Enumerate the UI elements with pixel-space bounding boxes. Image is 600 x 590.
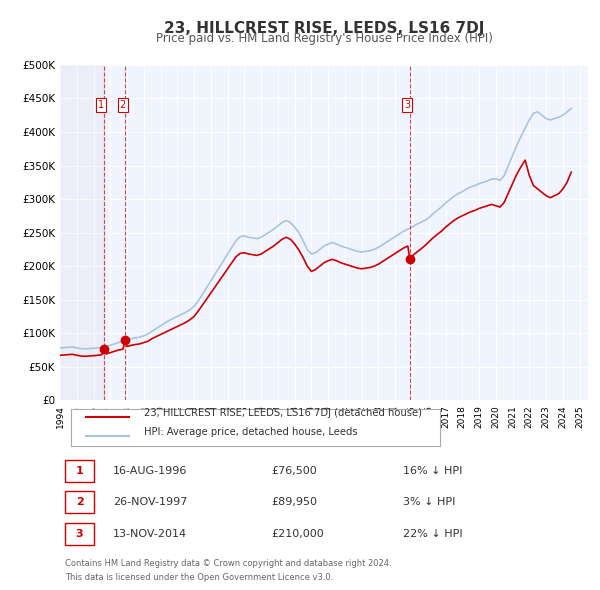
Text: Contains HM Land Registry data © Crown copyright and database right 2024.: Contains HM Land Registry data © Crown c… bbox=[65, 559, 392, 568]
Text: 22% ↓ HPI: 22% ↓ HPI bbox=[403, 529, 463, 539]
Text: 16% ↓ HPI: 16% ↓ HPI bbox=[403, 466, 463, 476]
Bar bbox=[60, 65, 104, 400]
Text: HPI: Average price, detached house, Leeds: HPI: Average price, detached house, Leed… bbox=[145, 427, 358, 437]
Text: 3: 3 bbox=[404, 100, 410, 110]
Text: This data is licensed under the Open Government Licence v3.0.: This data is licensed under the Open Gov… bbox=[65, 573, 334, 582]
Text: 1: 1 bbox=[76, 466, 83, 476]
FancyBboxPatch shape bbox=[65, 460, 94, 482]
Text: Price paid vs. HM Land Registry's House Price Index (HPI): Price paid vs. HM Land Registry's House … bbox=[155, 32, 493, 45]
Text: £210,000: £210,000 bbox=[271, 529, 324, 539]
Text: 23, HILLCREST RISE, LEEDS, LS16 7DJ: 23, HILLCREST RISE, LEEDS, LS16 7DJ bbox=[164, 21, 484, 35]
FancyBboxPatch shape bbox=[65, 491, 94, 513]
Text: £76,500: £76,500 bbox=[271, 466, 317, 476]
Text: 2: 2 bbox=[120, 100, 126, 110]
Text: 16-AUG-1996: 16-AUG-1996 bbox=[113, 466, 187, 476]
Text: 1: 1 bbox=[98, 100, 104, 110]
FancyBboxPatch shape bbox=[71, 408, 440, 445]
Text: 3: 3 bbox=[76, 529, 83, 539]
FancyBboxPatch shape bbox=[65, 523, 94, 545]
Text: 3% ↓ HPI: 3% ↓ HPI bbox=[403, 497, 455, 507]
Text: 23, HILLCREST RISE, LEEDS, LS16 7DJ (detached house): 23, HILLCREST RISE, LEEDS, LS16 7DJ (det… bbox=[145, 408, 422, 418]
Text: 2: 2 bbox=[76, 497, 83, 507]
Text: 13-NOV-2014: 13-NOV-2014 bbox=[113, 529, 187, 539]
Text: £89,950: £89,950 bbox=[271, 497, 317, 507]
Text: 26-NOV-1997: 26-NOV-1997 bbox=[113, 497, 187, 507]
